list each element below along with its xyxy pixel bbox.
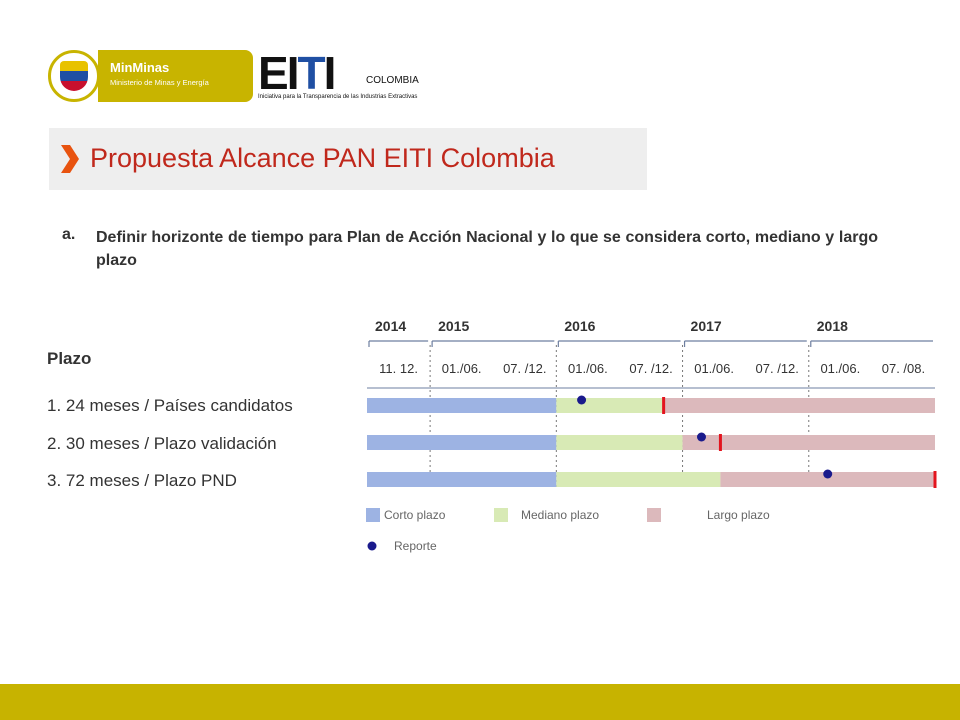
gantt-bar-mediano (556, 472, 721, 487)
legend-swatch-largo (647, 508, 661, 522)
period-label: 01./06. (820, 361, 860, 376)
year-label: 2017 (691, 318, 722, 334)
page-title: Propuesta Alcance PAN EITI Colombia (90, 143, 555, 173)
legend-swatch-corto (366, 508, 380, 522)
legend-swatch-mediano (494, 508, 508, 522)
gantt-bar-mediano (556, 398, 664, 413)
period-label: 01./06. (442, 361, 482, 376)
minminas-logo: MinMinas Ministerio de Minas y Energía (48, 50, 253, 102)
legend-label-reporte: Reporte (394, 539, 437, 553)
row-label-3: 3. 72 meses / Plazo PND (47, 471, 237, 490)
legend-label-largo: Largo plazo (707, 508, 770, 522)
gantt-bar-largo (682, 435, 935, 450)
period-label: 01./06. (568, 361, 608, 376)
reporte-point (696, 432, 706, 442)
minminas-logo-box (98, 50, 253, 102)
gantt-bar-corto (367, 398, 557, 413)
year-label: 2018 (817, 318, 848, 334)
minminas-subtitle: Ministerio de Minas y Energía (110, 78, 209, 87)
gantt-bar-largo (720, 472, 935, 487)
minminas-title: MinMinas (110, 60, 170, 75)
subtitle-marker: a. (62, 226, 76, 243)
reporte-point (823, 469, 833, 479)
eiti-logo-wordmark: EITI (258, 47, 336, 99)
title-band (49, 128, 647, 190)
eiti-country: COLOMBIA (366, 75, 419, 86)
gantt-bar-mediano (556, 435, 683, 450)
subtitle-text: Definir horizonte de tiempo para Plan de… (96, 229, 878, 269)
period-label: 07. /12. (503, 361, 546, 376)
eiti-tagline: Iniciativa para la Transparencia de las … (258, 94, 418, 100)
row-label-2: 2. 30 meses / Plazo validación (47, 434, 277, 453)
period-label: 11. 12. (379, 361, 418, 376)
plazo-label: Plazo (47, 349, 92, 368)
colombia-seal-icon (48, 50, 100, 102)
timeline-chart: 2014 2015 2016 2017 2018 11. 12. 01./06. 07. /1… (366, 318, 937, 553)
chevron-right-icon (61, 145, 79, 173)
gantt-bar-corto (367, 472, 557, 487)
end-marker (718, 434, 722, 451)
legend-swatch-reporte (367, 541, 377, 551)
eiti-logo: EITI COLOMBIA Iniciativa para la Transpa… (258, 50, 428, 104)
year-label: 2015 (438, 318, 469, 334)
end-marker (933, 471, 937, 488)
legend-label-mediano: Mediano plazo (521, 508, 599, 522)
legend-label-corto: Corto plazo (384, 508, 446, 522)
footer-bar (0, 684, 960, 720)
period-label: 07. /08. (882, 361, 925, 376)
period-label: 07. /12. (629, 361, 672, 376)
gantt-bar-largo (663, 398, 935, 413)
end-marker (662, 397, 666, 414)
period-label: 07. /12. (756, 361, 799, 376)
gantt-bar-corto (367, 435, 557, 450)
year-label: 2014 (375, 318, 406, 334)
period-label: 01./06. (694, 361, 734, 376)
year-label: 2016 (564, 318, 595, 334)
row-label-1: 1. 24 meses / Países candidatos (47, 396, 293, 415)
reporte-point (577, 395, 587, 405)
